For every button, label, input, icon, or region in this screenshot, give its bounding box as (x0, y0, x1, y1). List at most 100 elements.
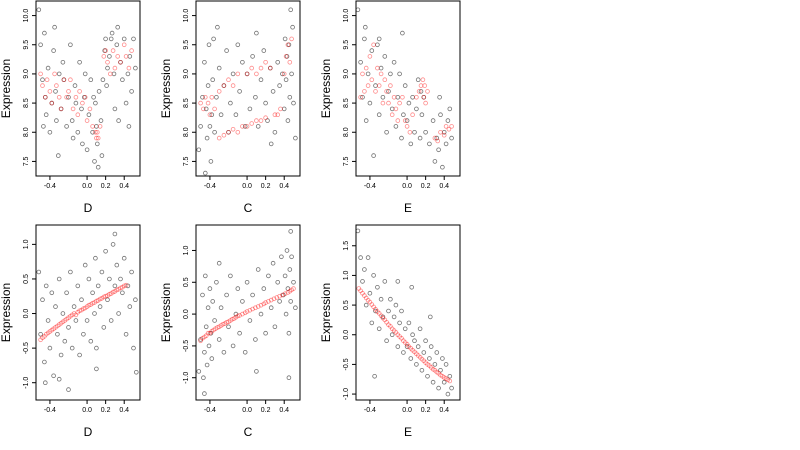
black-point (244, 71, 250, 77)
black-point (417, 135, 423, 141)
x-tick-label: 0.0 (242, 407, 252, 414)
black-point (43, 283, 49, 289)
red-point (42, 334, 47, 339)
black-point (73, 318, 79, 323)
black-point (281, 106, 287, 112)
black-point (436, 385, 441, 391)
red-point (410, 347, 415, 353)
x-tick-label: 0.2 (261, 183, 271, 190)
y-tick-label: 7.5 (183, 156, 190, 166)
red-point (235, 130, 241, 135)
red-point (226, 130, 231, 135)
black-point (101, 325, 107, 330)
black-point (218, 305, 224, 311)
black-point (94, 124, 99, 129)
red-point (71, 311, 77, 316)
red-point (449, 124, 454, 129)
black-point (203, 273, 208, 279)
red-point (438, 130, 443, 135)
red-point (360, 290, 365, 296)
red-point (397, 100, 402, 106)
red-point (375, 309, 380, 314)
black-point (75, 130, 81, 135)
black-point (441, 130, 447, 135)
black-point (363, 118, 369, 123)
red-point (58, 106, 64, 112)
x-tick-label: 0.2 (101, 407, 111, 414)
black-point (404, 344, 410, 349)
black-point (365, 255, 371, 260)
black-point (105, 65, 110, 71)
black-point (395, 279, 401, 284)
black-point (107, 54, 112, 59)
black-point (68, 269, 73, 275)
y-tick-label: 1.0 (23, 239, 30, 249)
black-point (129, 89, 134, 94)
red-point (68, 77, 73, 82)
red-point (235, 313, 241, 319)
black-point (283, 311, 289, 317)
black-point (373, 308, 378, 314)
black-point (393, 124, 399, 129)
black-point (438, 367, 443, 373)
black-point (286, 375, 292, 381)
black-point (105, 297, 110, 303)
black-point (244, 279, 250, 285)
black-point (116, 118, 121, 123)
black-point (419, 112, 425, 117)
black-point (42, 380, 48, 386)
red-point (88, 302, 94, 307)
red-point (80, 100, 85, 106)
y-tick-label: 1.5 (343, 241, 350, 251)
black-point (73, 100, 79, 106)
red-point (54, 83, 59, 88)
black-point (282, 36, 288, 42)
black-point (441, 379, 447, 385)
red-point (395, 118, 401, 123)
red-point (417, 354, 423, 360)
x-tick-label: 0.0 (82, 407, 92, 414)
black-point (129, 269, 134, 275)
red-point (231, 316, 237, 321)
red-point (81, 306, 86, 312)
black-point (286, 42, 292, 48)
black-point (423, 338, 428, 344)
red-point (362, 89, 367, 94)
red-point (258, 302, 264, 308)
black-point (66, 387, 71, 392)
black-point (196, 369, 202, 374)
red-point (229, 316, 235, 322)
black-point (111, 71, 117, 77)
x-axis-label: E (404, 425, 412, 439)
plot-frame (35, 0, 141, 177)
y-tick-label: 9.5 (183, 40, 190, 50)
red-point (56, 322, 62, 327)
red-point (221, 132, 227, 138)
black-point (284, 54, 290, 59)
red-point (402, 118, 408, 123)
black-point (415, 77, 421, 82)
red-point (209, 95, 215, 100)
black-point (242, 124, 248, 129)
black-point (206, 343, 212, 349)
x-axis-label: E (404, 201, 412, 215)
x-tick-label: -0.4 (204, 407, 216, 414)
plot-frame (195, 224, 301, 401)
black-point (414, 362, 419, 367)
red-point (389, 112, 395, 117)
red-point (410, 112, 415, 117)
black-point (126, 124, 132, 129)
black-point (266, 273, 271, 279)
red-point (358, 288, 363, 294)
red-point (416, 89, 422, 94)
red-point (386, 100, 391, 106)
black-point (440, 164, 445, 170)
black-point (51, 48, 56, 53)
black-point (54, 118, 59, 123)
black-point (438, 112, 443, 117)
red-point (419, 356, 425, 362)
black-point (70, 135, 76, 141)
black-point (255, 267, 261, 272)
black-point (423, 130, 428, 135)
black-point (376, 326, 382, 332)
